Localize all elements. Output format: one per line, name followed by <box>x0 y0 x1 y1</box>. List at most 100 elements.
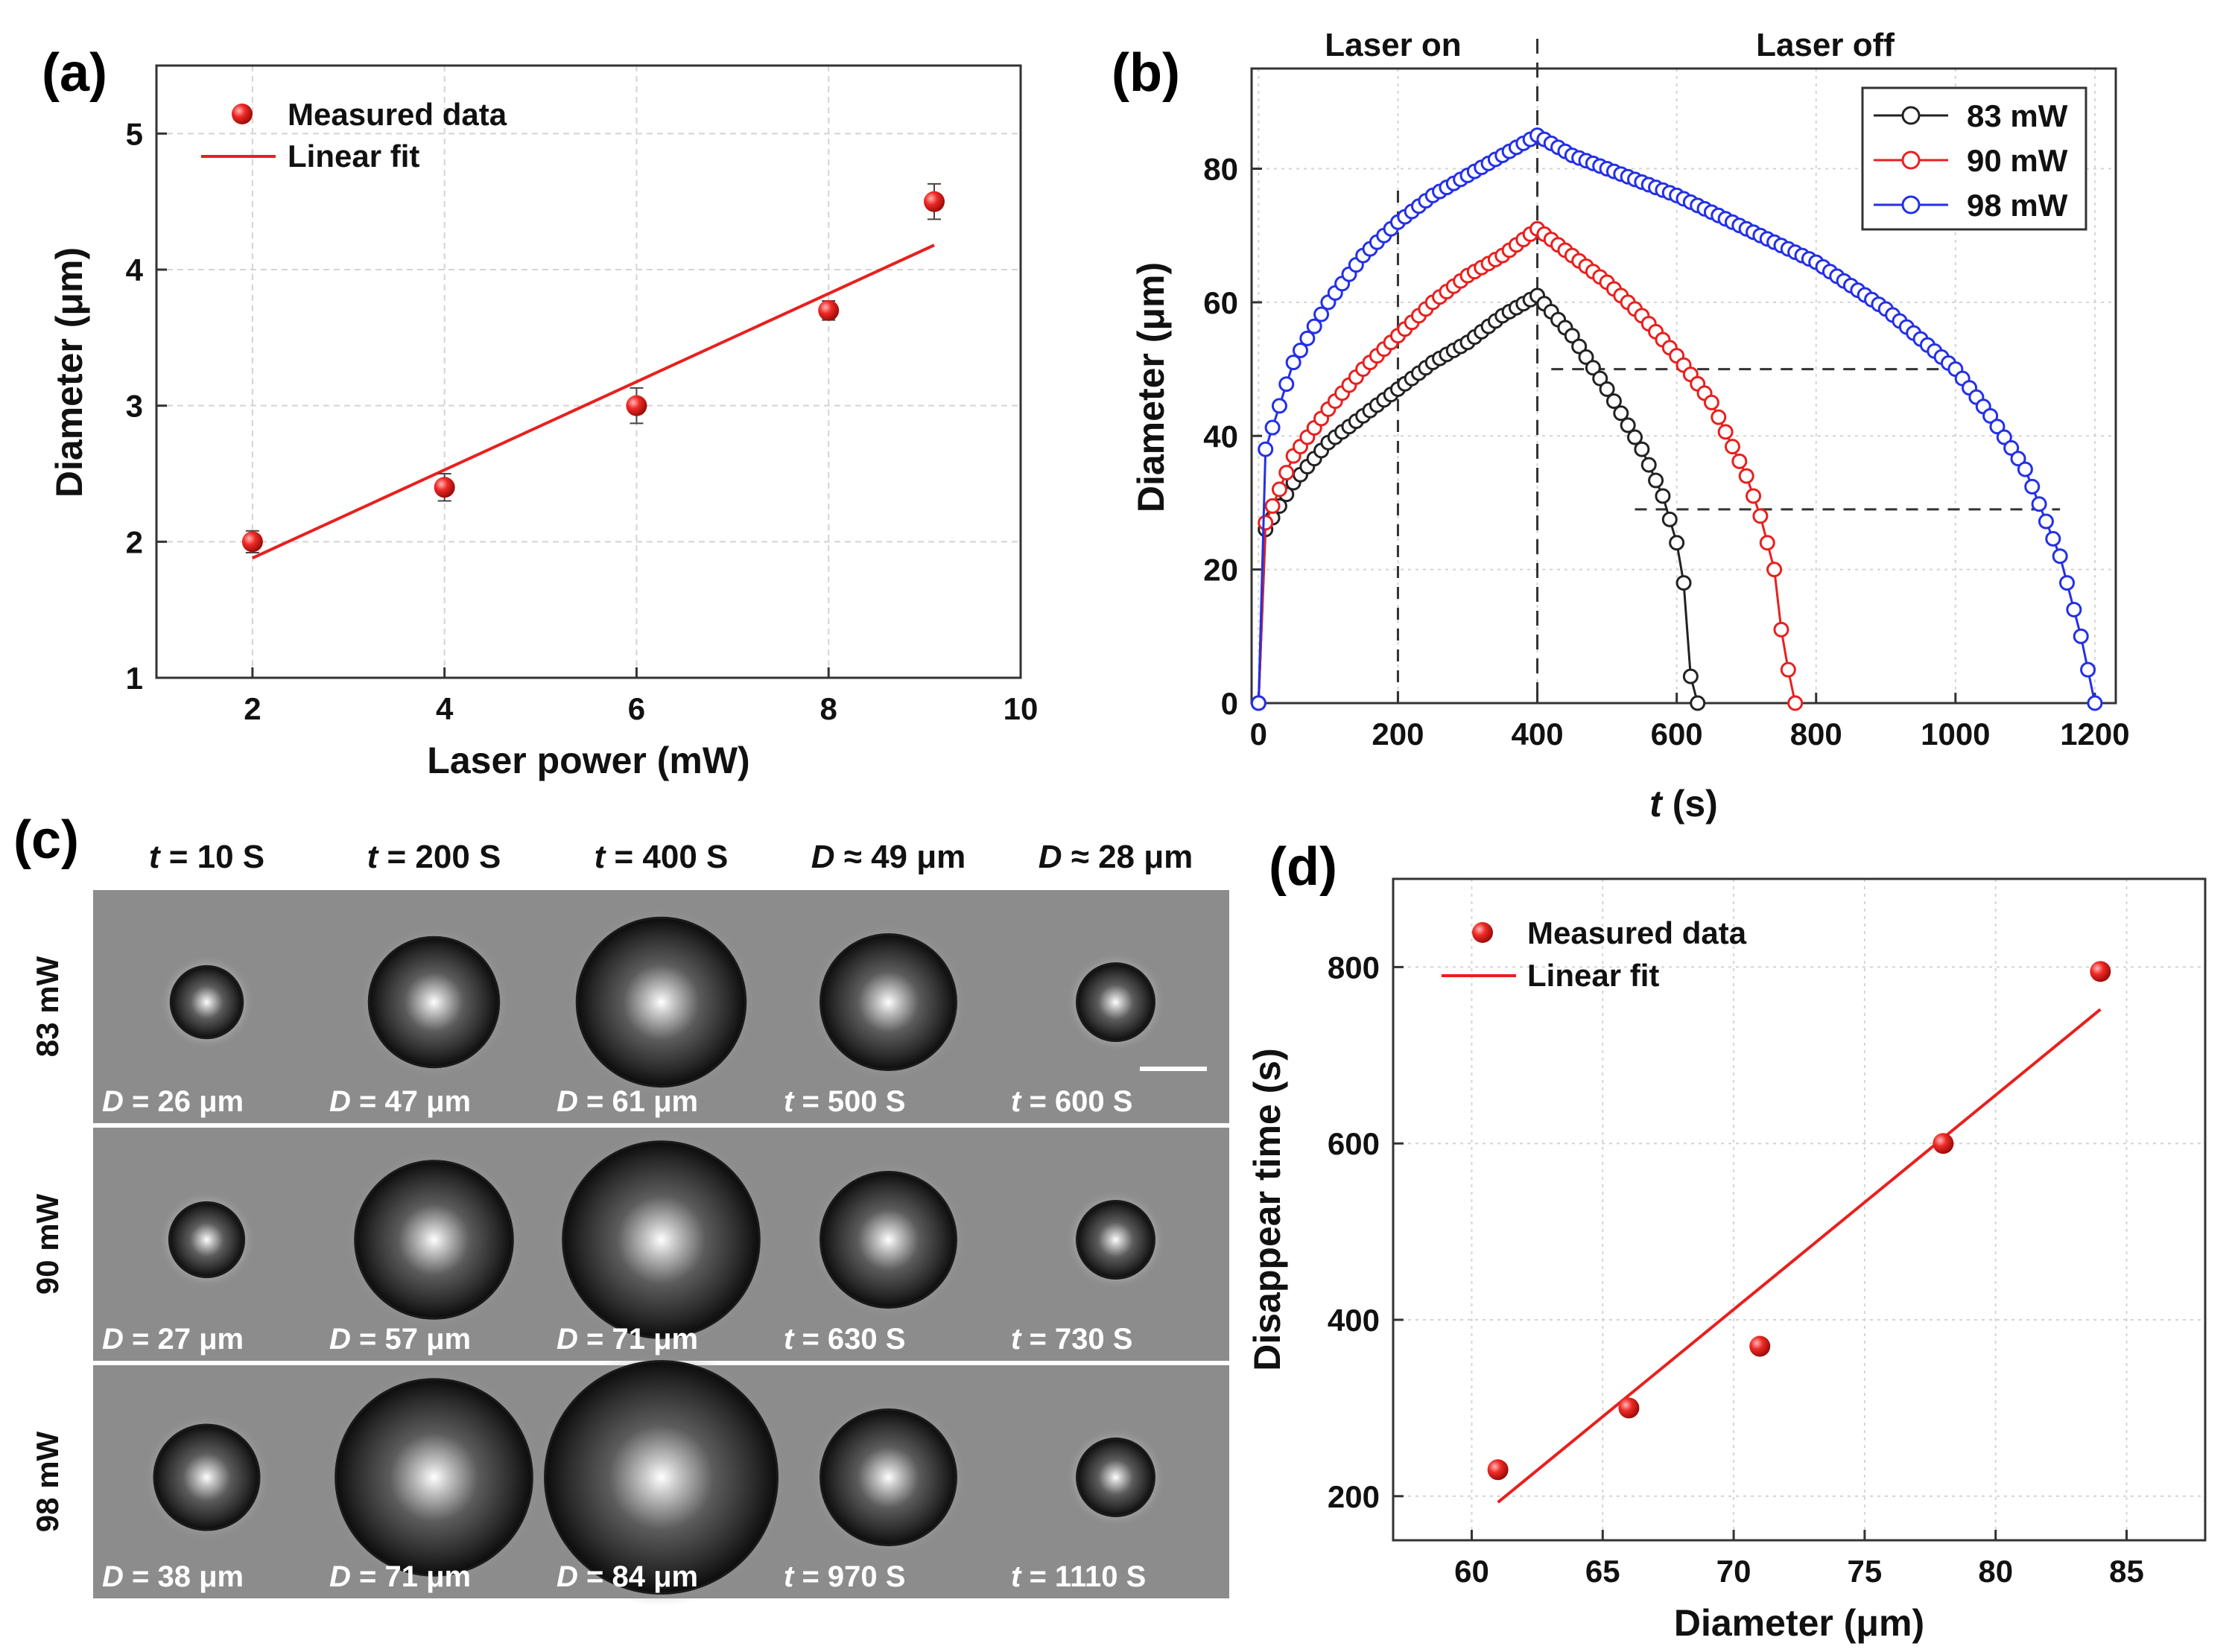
series-marker <box>1564 328 1580 344</box>
series-marker <box>1648 472 1664 489</box>
image-caption: D = 26 μm <box>102 1085 244 1118</box>
panel-a-fit-line <box>252 244 935 560</box>
image-caption: D = 27 μm <box>102 1323 244 1356</box>
bubble <box>1076 1437 1155 1517</box>
series-marker <box>1258 515 1274 531</box>
series-83-mW <box>1250 287 1706 711</box>
series-marker <box>1620 417 1636 433</box>
series-90-mW <box>1250 220 1804 711</box>
panel-b-series <box>1250 127 2103 711</box>
series-marker <box>2017 461 2033 477</box>
y-tick-label: 4 <box>126 252 144 287</box>
series-marker <box>1571 338 1588 355</box>
image-caption: D = 61 μm <box>557 1085 698 1118</box>
image-caption: D = 47 μm <box>329 1085 471 1118</box>
series-marker <box>1711 409 1727 425</box>
y-tick-label: 600 <box>1328 1126 1380 1161</box>
legend-measured-label: Measured data <box>1527 915 1747 950</box>
series-marker <box>2045 530 2061 547</box>
laser-on-label: Laser on <box>1325 27 1461 63</box>
series-marker <box>1773 621 1789 638</box>
series-marker <box>2038 513 2054 530</box>
panel-d-legend: Measured data Linear fit <box>1442 915 1747 993</box>
y-tick-label: 20 <box>1203 553 1238 588</box>
image-caption: t = 730 S <box>1011 1323 1132 1356</box>
data-point <box>818 299 840 321</box>
x-tick-label: 8 <box>820 691 837 726</box>
image-caption: D = 57 μm <box>329 1323 471 1356</box>
panel-b-x-axis-label: t (s) <box>1649 783 1718 825</box>
series-marker <box>1780 661 1796 678</box>
legend-marker-measured <box>232 104 253 124</box>
legend-marker-measured <box>1472 922 1493 943</box>
series-marker <box>1717 424 1734 440</box>
legend-marker <box>1901 150 1921 170</box>
bubble <box>562 1140 761 1339</box>
bubble <box>819 933 957 1071</box>
row-label: 83 mW <box>30 956 65 1057</box>
series-marker <box>1627 429 1643 445</box>
data-point <box>1933 1133 1954 1154</box>
data-point <box>1749 1335 1771 1357</box>
series-marker <box>1640 457 1657 473</box>
series-marker <box>1278 376 1295 393</box>
x-tick-label: 75 <box>1848 1554 1883 1589</box>
y-tick-label: 400 <box>1328 1303 1380 1338</box>
series-marker <box>1613 405 1629 422</box>
panel-b-guide-lines <box>1396 39 2061 703</box>
series-marker <box>1787 695 1804 711</box>
x-tick-label: 2 <box>244 691 261 726</box>
y-tick-label: 200 <box>1328 1479 1380 1514</box>
data-point <box>626 395 647 416</box>
series-marker <box>1982 407 1999 424</box>
legend-measured-label: Measured data <box>288 97 507 132</box>
legend-marker <box>1901 106 1921 125</box>
x-tick-label: 400 <box>1512 717 1564 752</box>
series-marker <box>1724 439 1740 455</box>
column-header: t = 200 S <box>367 839 501 875</box>
x-tick-label: 1200 <box>2060 717 2129 752</box>
series-marker <box>2066 601 2082 617</box>
series-marker <box>2087 695 2103 711</box>
series-marker <box>1731 453 1748 469</box>
panel-a-x-axis-label: Laser power (mW) <box>427 740 749 781</box>
image-row: 98 mW D = 38 μm D = 71 μm D = 84 μm t = 970 … <box>30 1349 1229 1606</box>
y-tick-label: 5 <box>126 116 143 151</box>
x-tick-label: 80 <box>1978 1554 2013 1589</box>
row-label: 90 mW <box>30 1193 65 1294</box>
series-marker <box>1690 695 1706 711</box>
series-marker <box>1746 488 1762 504</box>
column-header: D ≈ 28 μm <box>1039 839 1193 875</box>
x-tick-label: 65 <box>1585 1554 1620 1589</box>
y-tick-label: 800 <box>1328 950 1380 985</box>
panel-d-grid <box>1393 879 2205 1540</box>
series-marker <box>1989 419 2006 435</box>
x-tick-label: 70 <box>1716 1554 1751 1589</box>
bubble <box>168 1201 246 1279</box>
legend-label: 98 mW <box>1967 188 2068 223</box>
x-tick-label: 0 <box>1250 717 1267 752</box>
series-marker <box>1258 441 1274 457</box>
panel-c-column-headers: t = 10 S t = 200 S t = 400 S D ≈ 49 μm D ≈ 2… <box>149 839 1193 875</box>
panel-b-legend-box <box>1861 86 2087 231</box>
series-marker <box>1669 535 1685 551</box>
image-caption: t = 500 S <box>784 1085 905 1118</box>
series-line <box>1257 294 1699 704</box>
series-marker <box>1634 441 1650 457</box>
series-marker <box>1250 695 1266 711</box>
series-marker <box>1578 349 1594 365</box>
panel-a-y-axis-label: Diameter (μm) <box>48 247 90 498</box>
series-marker <box>2031 496 2047 512</box>
series-marker <box>2010 451 2026 467</box>
row-label: 98 mW <box>30 1431 65 1532</box>
column-header: t = 10 S <box>149 839 264 875</box>
y-tick-label: 0 <box>1221 686 1238 721</box>
bubble <box>819 1171 957 1309</box>
series-marker <box>1766 562 1783 578</box>
image-row: 83 mW D = 26 μm D = 47 μm D = 61 μm t = 500 … <box>30 890 1229 1123</box>
column-header: D ≈ 49 μm <box>811 839 966 875</box>
series-marker <box>1759 535 1775 551</box>
series-marker <box>1264 419 1281 436</box>
legend-fit-label: Linear fit <box>1527 958 1659 993</box>
